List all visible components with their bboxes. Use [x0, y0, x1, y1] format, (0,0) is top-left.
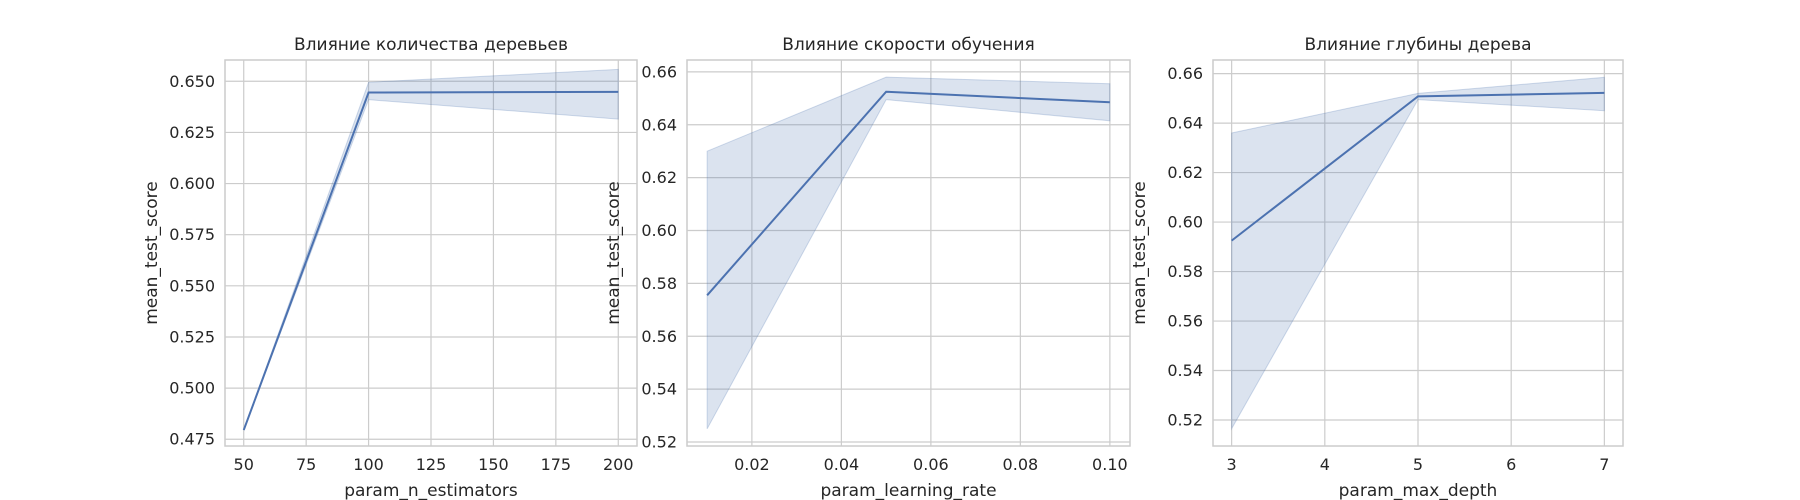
- y-axis-label: mean_test_score: [142, 181, 162, 325]
- y-tick-label: 0.58: [1167, 262, 1203, 281]
- y-tick-label: 0.64: [641, 115, 677, 134]
- axes-frame: [224, 59, 638, 447]
- x-tick-label: 5: [1413, 455, 1423, 474]
- x-tick-label: 50: [234, 455, 254, 474]
- x-tick-label: 0.10: [1092, 455, 1128, 474]
- x-tick-label: 75: [296, 455, 316, 474]
- x-tick-label: 200: [603, 455, 634, 474]
- y-tick-label: 0.60: [641, 221, 677, 240]
- x-tick-label: 125: [416, 455, 447, 474]
- y-tick-label: 0.52: [641, 433, 677, 452]
- x-tick-label: 0.02: [734, 455, 770, 474]
- x-tick-label: 4: [1320, 455, 1330, 474]
- y-tick-label: 0.54: [1167, 361, 1203, 380]
- x-tick-label: 100: [353, 455, 384, 474]
- y-tick-label: 0.52: [1167, 411, 1203, 430]
- y-tick-label: 0.62: [641, 168, 677, 187]
- axes-frame: [1212, 59, 1624, 447]
- x-tick-label: 3: [1227, 455, 1237, 474]
- y-tick-label: 0.58: [641, 274, 677, 293]
- x-axis-label: param_max_depth: [1339, 481, 1498, 500]
- y-tick-label: 0.60: [1167, 213, 1203, 232]
- y-tick-label: 0.475: [169, 430, 215, 449]
- x-axis-label: param_n_estimators: [344, 481, 518, 500]
- confidence-band: [706, 76, 1111, 430]
- axes-frame: [686, 59, 1131, 447]
- chart-panel-3: 3 4 5 6 7 0.52 0.54 0.56 0.58 0.60 0.62 0.64 0.66 Вли…: [1130, 35, 1624, 500]
- y-tick-label: 0.625: [169, 123, 215, 142]
- y-tick-label: 0.500: [169, 379, 215, 398]
- confidence-band: [1231, 76, 1605, 431]
- y-tick-label: 0.66: [641, 62, 677, 81]
- chart-panel-1: 50 75 100 125 150 175 200 0.475 0.500 0.525 0.550 0…: [142, 35, 638, 500]
- x-tick-label: 6: [1506, 455, 1516, 474]
- x-axis-label: param_learning_rate: [820, 481, 996, 500]
- x-tick-label: 7: [1599, 455, 1609, 474]
- y-tick-label: 0.64: [1167, 114, 1203, 133]
- y-tick-label: 0.66: [1167, 64, 1203, 83]
- x-tick-label: 175: [541, 455, 572, 474]
- chart-title: Влияние скорости обучения: [782, 35, 1035, 55]
- y-tick-label: 0.650: [169, 72, 215, 91]
- y-tick-label: 0.56: [641, 327, 677, 346]
- y-tick-label: 0.56: [1167, 312, 1203, 331]
- chart-title: Влияние количества деревьев: [294, 35, 568, 55]
- x-tick-label: 150: [478, 455, 509, 474]
- chart-panel-2: 0.02 0.04 0.06 0.08 0.10 0.52 0.54 0.56 0.58 0.60…: [604, 35, 1131, 500]
- y-axis-label: mean_test_score: [1130, 181, 1150, 325]
- y-tick-label: 0.575: [169, 225, 215, 244]
- x-tick-label: 0.04: [824, 455, 860, 474]
- y-axis-label: mean_test_score: [604, 181, 624, 325]
- y-tick-label: 0.525: [169, 327, 215, 346]
- confidence-band: [243, 68, 619, 431]
- y-tick-label: 0.62: [1167, 163, 1203, 182]
- y-tick-label: 0.600: [169, 174, 215, 193]
- y-tick-label: 0.550: [169, 276, 215, 295]
- x-tick-label: 0.06: [913, 455, 949, 474]
- x-tick-label: 0.08: [1003, 455, 1039, 474]
- chart-title: Влияние глубины дерева: [1304, 35, 1531, 55]
- y-tick-label: 0.54: [641, 380, 677, 399]
